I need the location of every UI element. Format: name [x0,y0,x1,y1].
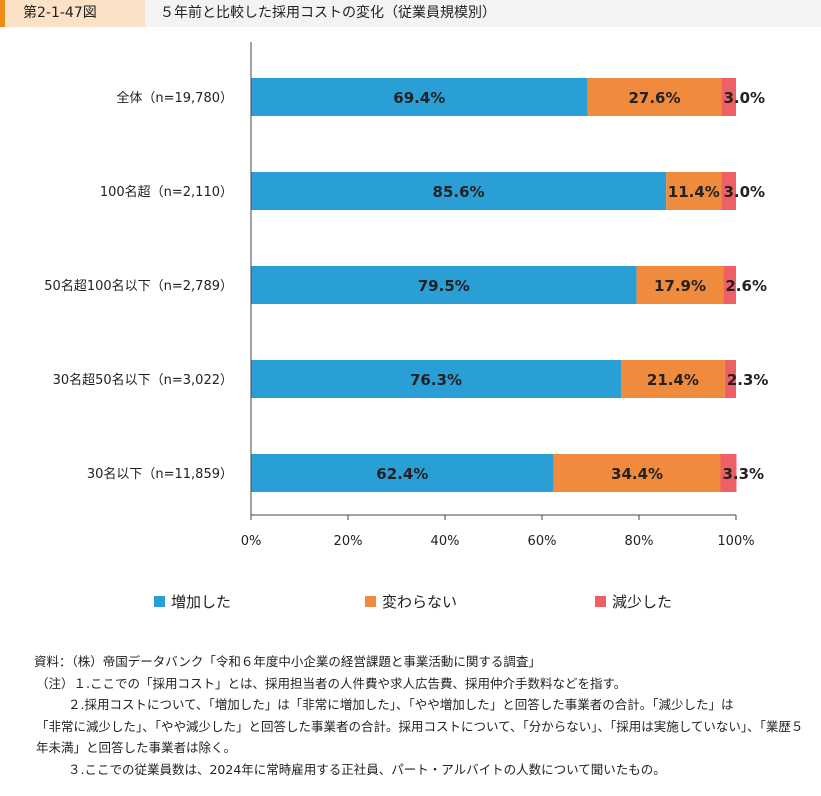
legend-label-increase: 増加した [171,593,232,611]
data-label: 69.4% [393,89,445,107]
bar-segment [666,172,722,210]
data-label: 3.0% [723,89,765,107]
source-note: 資料：（株）帝国データバンク「令和６年度中小企業の経営課題と事業活動に関する調査… [34,654,541,669]
data-label: 11.4% [668,183,720,201]
category-label: 100名超（n=2,110） [100,184,233,200]
bar-segment [587,78,722,116]
note-1: （注）１.ここでの「採用コスト」とは、採用担当者の人件費や求人広告費、採用仲介手… [36,675,627,691]
data-label: 85.6% [433,183,485,201]
bar-segment [621,360,725,398]
category-label: 30名超50名以下（n=3,022） [53,372,233,388]
data-label: 21.4% [647,371,699,389]
data-label: 3.3% [722,465,764,483]
x-tick-label: 60% [528,534,557,549]
bar-segment [251,172,667,210]
bar-segment [553,454,721,492]
data-label: 2.6% [725,277,767,295]
bar-segment [721,172,736,210]
data-label: 34.4% [611,465,663,483]
x-tick-label: 40% [431,534,460,549]
legend-label-same: 変わらない [382,593,458,611]
bar-segment [636,266,724,304]
category-label: 全体（n=19,780） [116,90,233,106]
bar-segment [723,266,736,304]
figure-marker [0,0,5,27]
x-tick-label: 100% [717,534,754,549]
legend-swatch-increase [154,596,165,607]
bar-segment [251,360,622,398]
note-3: ３.ここでの従業員数は、2024年に常時雇用する正社員、パート・アルバイトの人数… [68,761,666,777]
stacked-bar-chart: 全体（n=19,780） 69.4% 27.6% 3.0% 100名超（n=2,110）… [44,42,769,549]
data-label: 62.4% [376,465,428,483]
note-2: ２.採用コストについて、「増加した」は「非常に増加した」、「やや増加した」と回答… [68,697,734,712]
bar-segment [251,78,588,116]
bar-segment [251,266,637,304]
category-label: 50名超100名以下（n=2,789） [44,278,233,294]
legend-item-same: 変わらない [365,591,457,612]
bar-segment [721,78,736,116]
legend-label-decrease: 減少した [612,593,673,611]
data-label: 3.0% [723,183,765,201]
data-label: 17.9% [654,277,706,295]
x-tick-label: 80% [625,534,654,549]
legend-swatch-decrease [595,596,606,607]
legend-item-decrease: 減少した [595,591,672,612]
figure-title: ５年前と比較した採用コストの変化（従業員規模別） [160,5,496,21]
legend-swatch-same [365,596,376,607]
bar-segment [251,454,554,492]
data-label: 27.6% [628,89,680,107]
data-label: 79.5% [418,277,470,295]
data-label: 2.3% [727,371,769,389]
category-label: 30名以下（n=11,859） [87,466,233,482]
x-tick-label: 20% [334,534,363,549]
data-label: 76.3% [410,371,462,389]
legend-item-increase: 増加した [154,591,231,612]
bar-segment [720,454,737,492]
bar-segment [724,360,736,398]
x-tick-label: 0% [241,534,262,549]
notes: 資料：（株）帝国データバンク「令和６年度中小企業の経営課題と事業活動に関する調査… [34,651,804,780]
note-2-cont: 「非常に減少した」、「やや減少した」と回答した事業者の合計。採用コストについて、… [36,718,804,756]
figure-number: 第2-1-47図 [5,0,145,27]
figure-header: 第2-1-47図 ５年前と比較した採用コストの変化（従業員規模別） [0,0,821,27]
